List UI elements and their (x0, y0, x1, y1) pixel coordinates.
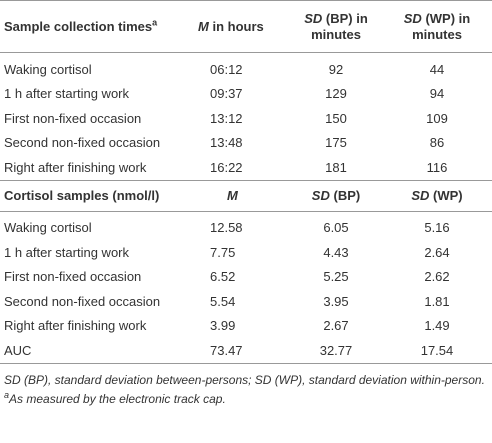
table-cell: AUC (0, 338, 195, 364)
table-cell: 86 (429, 135, 445, 151)
table-cell: 4.43 (323, 244, 349, 260)
table-body: Waking cortisol 12.58 6.05 5.16 1 h after st… (0, 211, 492, 364)
table-cell: First non-fixed occasion (4, 110, 142, 126)
superscript: a (4, 389, 10, 400)
table-cell: 2.64 (424, 244, 450, 260)
italic-text: M (198, 18, 209, 34)
header-cell: Cortisol samples (nmol/l) (0, 179, 195, 212)
table-cell: First non-fixed occasion (4, 269, 142, 285)
table-cell: 1 h after starting work (4, 244, 129, 260)
table-cell: 12.58 (210, 220, 243, 236)
table-row: 1 h after starting work 7.75 4.43 2.64 (0, 240, 492, 265)
text: SD (BP), standard deviation between-pers… (4, 372, 485, 387)
header-cell: Sample collection timesa (0, 0, 195, 53)
table-cell: 3.99 (210, 318, 236, 334)
table-row: Second non-fixed occasion 5.54 3.95 1.81 (0, 289, 492, 314)
text: Sample collection times (4, 18, 153, 34)
table-cell: 7.75 (210, 244, 236, 260)
header-row: Sample collection timesa M in hours SD (BP… (0, 0, 492, 53)
table-cell: 73.47 (195, 338, 290, 364)
table-cell: 13:12 (210, 110, 243, 126)
table-cell: 92 (328, 61, 344, 77)
footnote: aAs measured by the electronic track cap… (4, 389, 488, 407)
table-cell: 09:37 (210, 86, 243, 102)
table-row: First non-fixed occasion 6.52 5.25 2.62 (0, 265, 492, 290)
table-cell: Second non-fixed occasion (4, 293, 161, 309)
table-cell: 5.16 (424, 220, 450, 236)
table-cell: 1.49 (424, 318, 450, 334)
table-cell: 3.95 (323, 293, 349, 309)
table-cell: 5.54 (210, 293, 236, 309)
table-cell: Right after finishing work (4, 318, 147, 334)
table-row: 1 h after starting work 09:37 129 94 (0, 82, 492, 107)
table-cell: 175 (325, 135, 347, 151)
text: Cortisol samples (nmol/l) (4, 187, 160, 203)
table-body: Waking cortisol 06:12 92 44 1 h after starti… (0, 53, 492, 181)
footnote: SD (BP), standard deviation between-pers… (4, 372, 488, 388)
table-cell: 116 (382, 155, 492, 181)
table-cell: 1 h after starting work (4, 86, 129, 102)
text: (BP) in minutes (311, 10, 368, 42)
table-cell: 181 (290, 155, 382, 181)
table-cell: 2.67 (323, 318, 349, 334)
data-table: Sample collection timesa M in hours SD (BP… (0, 0, 492, 364)
table-header: Sample collection timesa M in hours SD (BP… (0, 0, 492, 53)
italic-text: SD (403, 10, 422, 26)
italic-text: SD (304, 10, 323, 26)
header-cell: SD (BP) (290, 179, 382, 212)
table-row: AUC 73.47 32.77 17.54 (0, 338, 492, 364)
table-cell: Right after finishing work (0, 155, 195, 181)
table-row: Waking cortisol 06:12 92 44 (0, 53, 492, 82)
header-cell: M (195, 179, 290, 212)
table-cell: 5.25 (323, 269, 349, 285)
table-cell: 17.54 (382, 338, 492, 364)
header-cell: M in hours (195, 0, 290, 53)
table-cell: 94 (429, 86, 445, 102)
text: (WP) in minutes (412, 10, 471, 42)
table-row: Waking cortisol 12.58 6.05 5.16 (0, 211, 492, 240)
header-cell: SD (BP) in minutes (290, 0, 382, 53)
italic-text: SD (411, 187, 430, 203)
table-cell: 13:48 (210, 135, 243, 151)
table-cell: 6.05 (323, 220, 349, 236)
header-cell: SD (WP) (382, 179, 492, 212)
table-header: Cortisol samples (nmol/l) M SD (BP) SD (WP) (0, 179, 492, 212)
table-cell: 129 (325, 86, 347, 102)
table-row: Right after finishing work 16:22 181 116 (0, 155, 492, 181)
table-cell: 150 (325, 110, 347, 126)
text: As measured by the electronic track cap. (9, 391, 226, 406)
text: (BP) (333, 187, 361, 203)
table-cell: 109 (426, 110, 448, 126)
table-cell: 6.52 (210, 269, 236, 285)
text: in hours (212, 18, 264, 34)
table-row: First non-fixed occasion 13:12 150 109 (0, 106, 492, 131)
table-row: Right after finishing work 3.99 2.67 1.49 (0, 314, 492, 339)
text: (WP) (433, 187, 463, 203)
table-cell: 1.81 (424, 293, 450, 309)
footnotes: SD (BP), standard deviation between-pers… (0, 364, 492, 407)
table-row: Second non-fixed occasion 13:48 175 86 (0, 131, 492, 156)
header-cell: SD (WP) in minutes (382, 0, 492, 53)
table-cell: 16:22 (195, 155, 290, 181)
table-cell: Second non-fixed occasion (4, 135, 161, 151)
header-row: Cortisol samples (nmol/l) M SD (BP) SD (WP) (0, 179, 492, 212)
italic-text: M (227, 187, 238, 203)
table-cell: 32.77 (290, 338, 382, 364)
table-cell: Waking cortisol (4, 220, 92, 236)
table-cell: 44 (429, 61, 445, 77)
table-cell: 06:12 (210, 61, 243, 77)
table-cell: Waking cortisol (4, 61, 92, 77)
table-cell: 2.62 (424, 269, 450, 285)
superscript: a (152, 17, 158, 28)
italic-text: SD (311, 187, 330, 203)
